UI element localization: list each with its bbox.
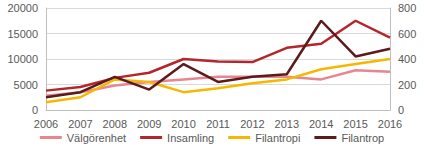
svg-text:600: 600	[398, 28, 416, 40]
svg-text:Insamling: Insamling	[167, 132, 214, 144]
svg-text:400: 400	[398, 53, 416, 65]
svg-text:2008: 2008	[103, 118, 127, 130]
svg-text:5000: 5000	[14, 79, 38, 91]
svg-text:10000: 10000	[7, 53, 38, 65]
svg-text:Filantropi: Filantropi	[255, 132, 300, 144]
svg-text:2009: 2009	[137, 118, 161, 130]
svg-text:2007: 2007	[68, 118, 92, 130]
svg-text:2014: 2014	[309, 118, 333, 130]
svg-text:0: 0	[398, 104, 404, 116]
svg-text:2006: 2006	[34, 118, 58, 130]
svg-text:2015: 2015	[343, 118, 367, 130]
svg-text:2013: 2013	[275, 118, 299, 130]
svg-text:2010: 2010	[171, 118, 195, 130]
svg-text:2016: 2016	[378, 118, 402, 130]
svg-text:800: 800	[398, 2, 416, 14]
svg-text:0: 0	[32, 104, 38, 116]
svg-text:Filantrop: Filantrop	[341, 132, 384, 144]
svg-text:15000: 15000	[7, 28, 38, 40]
svg-text:20000: 20000	[7, 2, 38, 14]
svg-text:2011: 2011	[206, 118, 230, 130]
svg-text:Välgörenhet: Välgörenhet	[67, 132, 126, 144]
svg-text:2012: 2012	[240, 118, 264, 130]
svg-text:200: 200	[398, 79, 416, 91]
